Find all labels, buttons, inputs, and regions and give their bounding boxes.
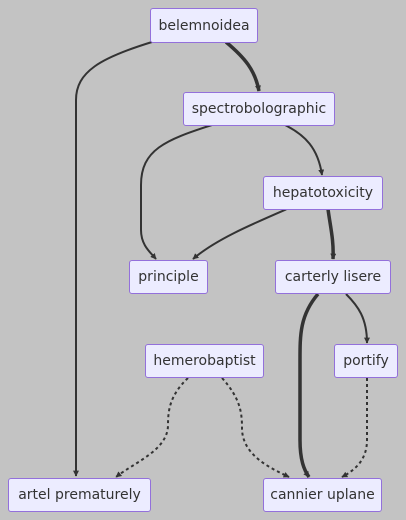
edge-spectrobolographic-hepatotoxicity bbox=[284, 124, 325, 176]
edge-portify-cannier-uplane bbox=[341, 378, 368, 478]
edge-hepatotoxicity-carterly-lisere bbox=[326, 208, 337, 260]
node-artel-prematurely[interactable]: artel prematurely bbox=[8, 478, 151, 512]
edge-belemnoidea-artel-prematurely bbox=[73, 41, 153, 477]
edge-hemerobaptist-artel-prematurely bbox=[115, 377, 189, 478]
node-hemerobaptist[interactable]: hemerobaptist bbox=[145, 344, 264, 378]
edge-spectrobolographic-principle bbox=[140, 124, 213, 260]
edge-carterly-lisere-portify bbox=[345, 293, 370, 344]
edge-hemerobaptist-cannier-uplane bbox=[221, 377, 290, 478]
node-cannier-uplane[interactable]: cannier uplane bbox=[263, 478, 382, 512]
node-hepatotoxicity[interactable]: hepatotoxicity bbox=[263, 176, 383, 210]
node-portify[interactable]: portify bbox=[334, 344, 398, 378]
node-carterly-lisere[interactable]: carterly lisere bbox=[275, 260, 391, 294]
node-spectrobolographic[interactable]: spectrobolographic bbox=[183, 92, 335, 126]
edge-belemnoidea-spectrobolographic bbox=[224, 40, 261, 92]
node-belemnoidea[interactable]: belemnoidea bbox=[150, 8, 258, 43]
node-principle[interactable]: principle bbox=[129, 260, 208, 294]
edge-carterly-lisere-cannier-uplane bbox=[298, 292, 320, 479]
edge-hepatotoxicity-principle bbox=[192, 208, 288, 260]
